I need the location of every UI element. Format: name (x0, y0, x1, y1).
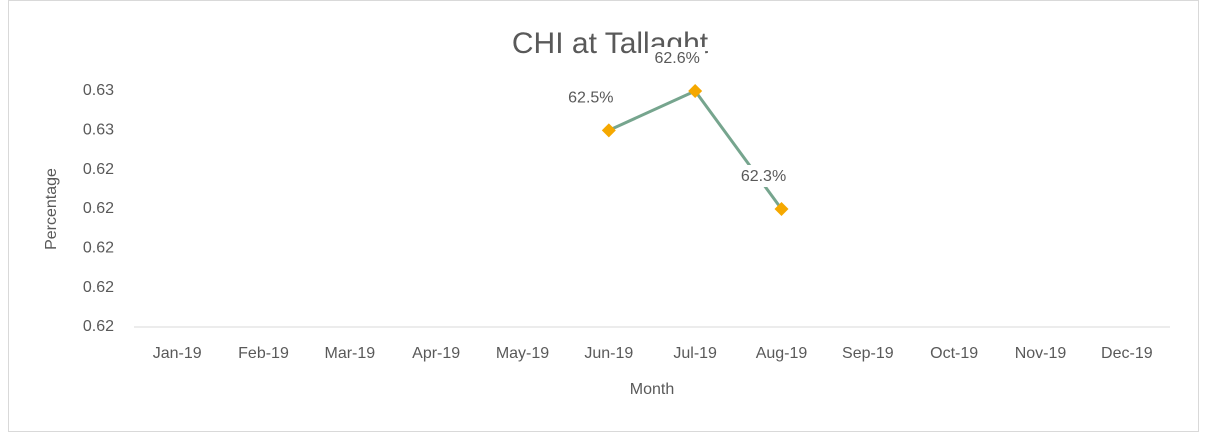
marker (601, 123, 616, 138)
chart-border (8, 0, 1199, 432)
x-tick-label: Nov-19 (1015, 345, 1067, 362)
data-label-bg (735, 165, 792, 187)
x-tick-label: Jun-19 (584, 345, 633, 362)
data-label: 62.6% (654, 50, 699, 67)
y-tick-label: 0.62 (83, 161, 114, 178)
x-axis-label: Month (630, 381, 674, 398)
y-tick-label: 0.62 (83, 279, 114, 296)
x-tick-label: Apr-19 (412, 345, 460, 362)
x-tick-label: Mar-19 (324, 345, 375, 362)
y-tick-label: 0.63 (83, 122, 114, 139)
y-tick-label: 0.62 (83, 240, 114, 257)
y-axis-label: Percentage (43, 168, 60, 250)
marker (774, 202, 789, 216)
data-label-bg (562, 86, 619, 109)
data-label-bg (649, 47, 706, 69)
x-tick-label: Sep-19 (842, 345, 894, 362)
x-tick-label: May-19 (496, 345, 549, 362)
x-tick-label: Aug-19 (756, 345, 808, 362)
data-label: 62.5% (568, 90, 613, 107)
x-tick-label: Jan-19 (153, 345, 202, 362)
marker (688, 84, 703, 98)
x-tick-label: Feb-19 (238, 345, 289, 362)
y-tick-label: 0.62 (83, 200, 114, 217)
x-tick-label: Dec-19 (1101, 345, 1153, 362)
x-tick-label: Oct-19 (930, 345, 978, 362)
x-tick-label: Jul-19 (673, 345, 717, 362)
y-tick-label: 0.62 (83, 318, 114, 335)
y-tick-label: 0.63 (83, 82, 114, 99)
data-label: 62.3% (741, 168, 786, 185)
